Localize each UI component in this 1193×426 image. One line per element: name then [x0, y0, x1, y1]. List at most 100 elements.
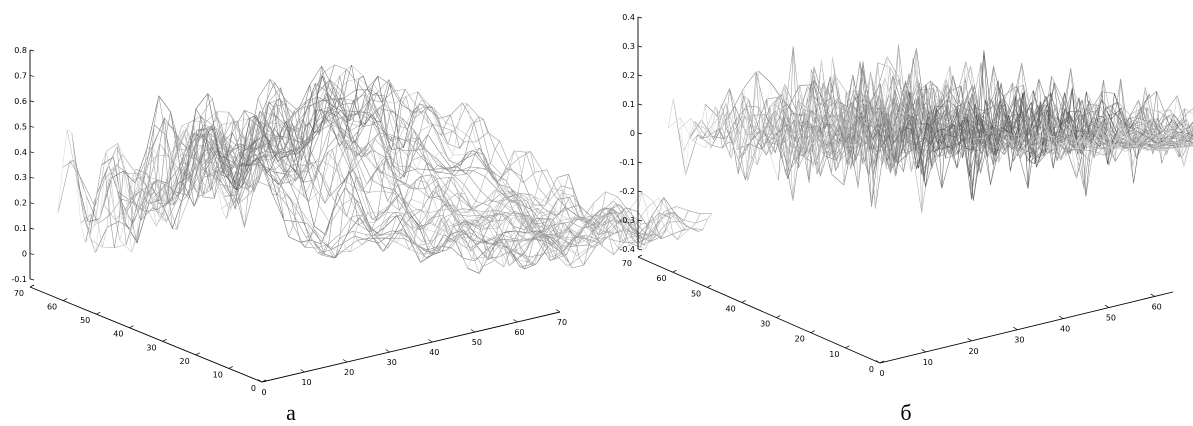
- b-y-tick-label: 0: [869, 365, 874, 374]
- mesh-line: [517, 197, 701, 265]
- mesh-line: [128, 78, 311, 213]
- mesh-line: [435, 196, 618, 269]
- a-x-tick: [257, 379, 263, 383]
- mesh-line: [423, 191, 607, 261]
- b-y-axis: [637, 256, 881, 364]
- a-z-tick: [29, 176, 35, 179]
- b-z-tick: [637, 45, 643, 48]
- mesh-line: [716, 58, 930, 175]
- mesh-line: [116, 97, 300, 245]
- surface-mesh-a: [57, 64, 713, 274]
- a-y-tick-label: 10: [213, 370, 223, 379]
- a-x-tick: [428, 339, 433, 343]
- a-z-tick-label: 0.6: [14, 97, 27, 106]
- a-z-tick: [29, 100, 35, 103]
- b-y-tick-label: 60: [656, 274, 666, 283]
- mesh-line: [71, 124, 544, 268]
- mesh-line: [140, 73, 323, 230]
- a-y-tick: [96, 311, 101, 315]
- b-x-tick: [1150, 293, 1155, 297]
- mesh-line: [376, 189, 559, 247]
- mesh-line: [912, 89, 1126, 169]
- a-z-tick-label: 0.4: [14, 148, 27, 157]
- a-y-tick-label: 40: [113, 330, 123, 339]
- a-z-tick: [29, 202, 35, 205]
- a-x-tick-label: 50: [472, 338, 482, 347]
- a-z-tick-label: 0.5: [14, 122, 27, 131]
- a-z-tick-label: 0.8: [14, 46, 27, 55]
- b-z-tick-label: -0.2: [619, 187, 635, 196]
- a-y-axis: [29, 286, 263, 383]
- a-y-tick: [29, 284, 35, 288]
- a-x-tick: [300, 369, 305, 373]
- mesh-line: [270, 105, 453, 237]
- b-y-tick: [741, 300, 746, 303]
- b-y-tick: [810, 330, 816, 334]
- mesh-line: [317, 140, 500, 258]
- a-x-tick: [513, 319, 518, 323]
- mesh-line: [69, 130, 252, 241]
- mesh-line: [827, 62, 1040, 176]
- mesh-line: [281, 114, 465, 248]
- mesh-line: [223, 75, 406, 190]
- mesh-line: [790, 65, 1003, 209]
- b-y-tick-label: 40: [726, 304, 736, 313]
- a-x-tick: [555, 309, 561, 313]
- mesh-line: [388, 177, 571, 263]
- b-y-tick: [776, 315, 781, 318]
- b-x-tick: [1104, 304, 1110, 308]
- b-z-tick-label: -0.1: [619, 158, 635, 167]
- mesh-line: [293, 102, 477, 249]
- b-z-tick-label: 0.4: [622, 13, 635, 22]
- a-x-tick-label: 10: [301, 378, 311, 387]
- a-z-tick-label: 0: [22, 250, 27, 259]
- b-z-tick-label: 0: [630, 129, 635, 138]
- a-z-tick-label: 0.3: [14, 173, 27, 182]
- b-x-axis: [879, 291, 1174, 364]
- mesh-line: [246, 94, 430, 189]
- mesh-line: [81, 119, 264, 254]
- b-x-tick-label: 40: [1060, 325, 1070, 334]
- a-y-tick: [129, 325, 134, 329]
- a-x-tick: [342, 359, 348, 363]
- b-x-tick: [1013, 326, 1018, 331]
- a-x-tick-label: 60: [514, 328, 524, 337]
- a-y-tick: [162, 338, 167, 342]
- mesh-line: [239, 64, 713, 225]
- mesh-line: [961, 99, 1175, 189]
- mesh-line: [340, 150, 524, 252]
- b-z-tick: [637, 219, 643, 222]
- b-y-tick: [637, 254, 643, 258]
- a-y-tick: [62, 298, 68, 301]
- axes-b: 0 10 20 30 40 50 60 0 10 20 30 40 50 60 70 -0.4 -0.3 -0.2…: [619, 13, 1174, 378]
- mesh-line: [1121, 138, 1193, 151]
- a-x-tick: [470, 329, 476, 333]
- mesh-line: [447, 203, 630, 274]
- mesh-line: [1145, 143, 1193, 151]
- b-y-tick-label: 50: [691, 289, 701, 298]
- a-z-tick-label: 0.1: [14, 224, 27, 233]
- mesh-line: [364, 169, 547, 252]
- b-x-tick-label: 60: [1152, 302, 1162, 311]
- b-y-tick-label: 30: [760, 320, 770, 329]
- a-z-tick: [29, 151, 35, 154]
- b-x-tick-label: 20: [968, 347, 978, 356]
- caption-b: б: [900, 400, 911, 425]
- a-y-tick-label: 60: [47, 303, 57, 312]
- b-z-tick-label: 0.1: [622, 100, 635, 109]
- mesh-line: [765, 44, 979, 170]
- a-x-tick-label: 30: [387, 358, 397, 367]
- axes-a: 0 10 20 30 40 50 60 70 0 10 20 30 40 50 60 70 -0.1 0 0.1 0.…: [11, 46, 567, 397]
- b-z-tick-label: 0.3: [622, 42, 635, 51]
- mesh-line: [399, 174, 583, 256]
- mesh-line: [1047, 120, 1193, 155]
- a-y-tick-label: 50: [80, 316, 90, 325]
- b-y-tick-label: 20: [795, 335, 805, 344]
- b-z-tick: [637, 16, 643, 19]
- a-z-tick: [29, 49, 35, 52]
- b-y-tick-label: 10: [829, 350, 839, 359]
- mesh-line: [1072, 127, 1193, 156]
- b-z-tick: [637, 248, 643, 251]
- a-z-tick-label: 0.2: [14, 199, 27, 208]
